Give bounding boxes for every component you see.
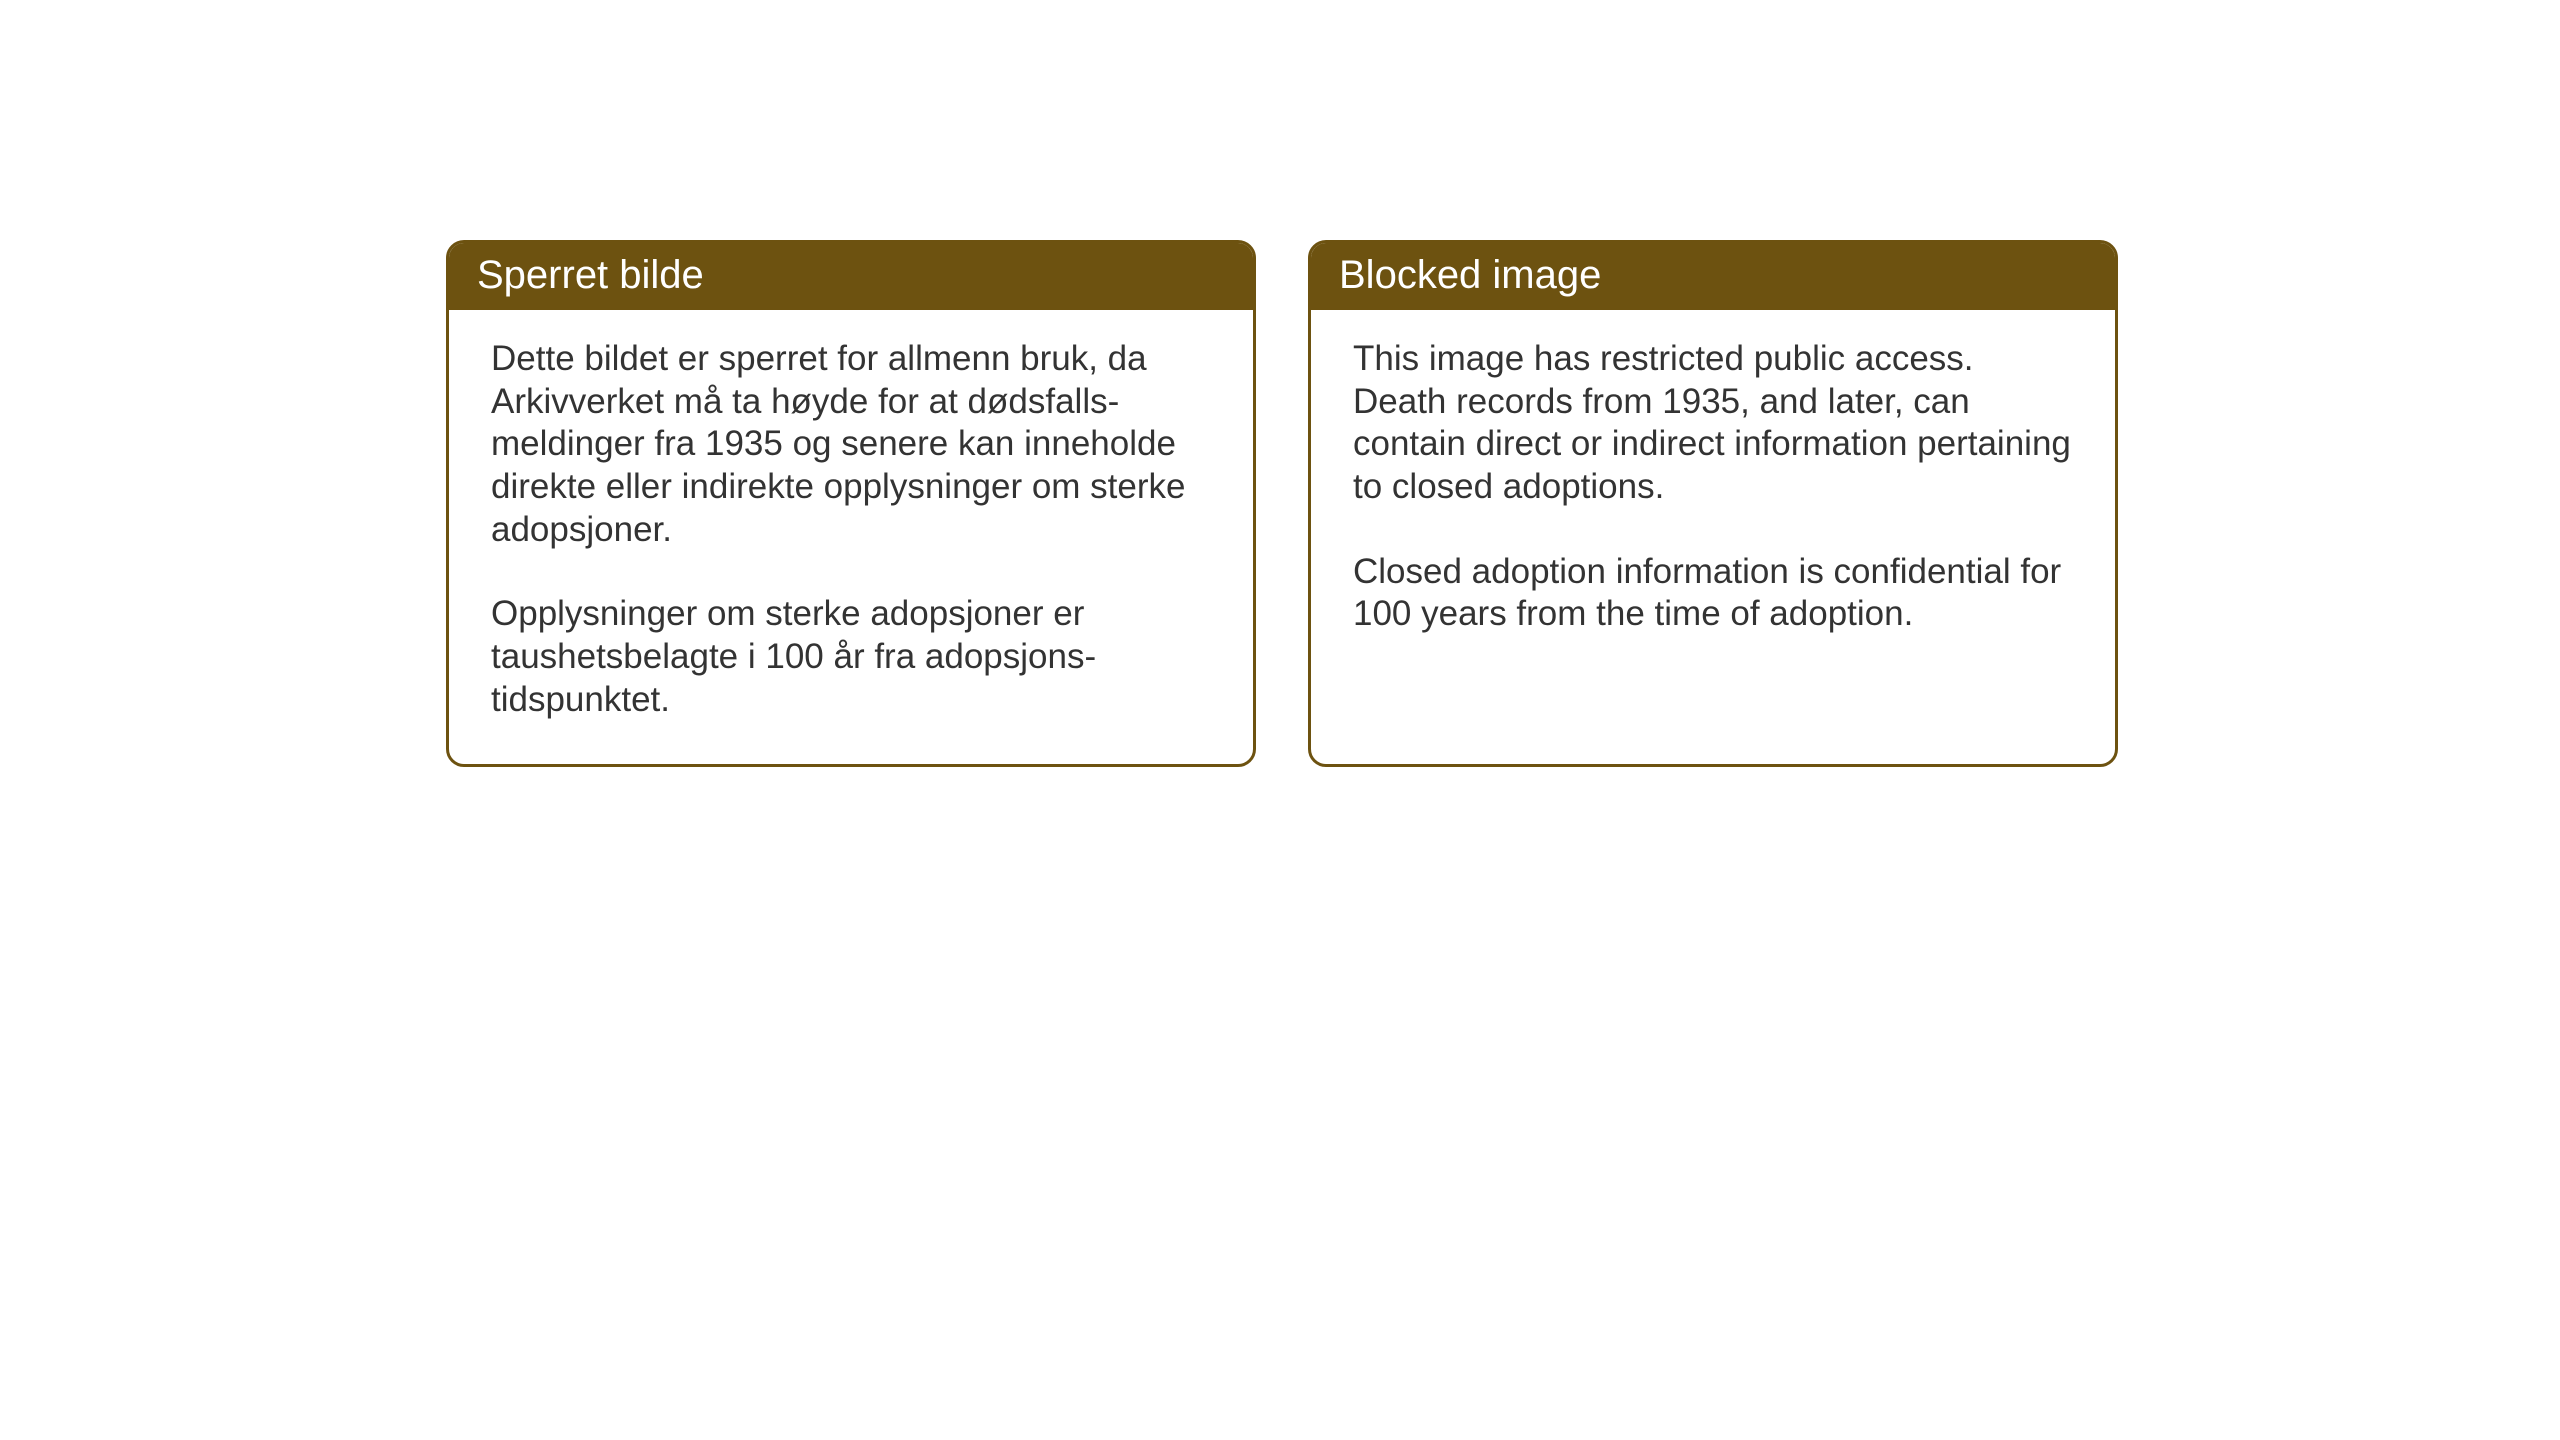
norwegian-paragraph-1: Dette bildet er sperret for allmenn bruk… xyxy=(491,338,1211,551)
norwegian-box-body: Dette bildet er sperret for allmenn bruk… xyxy=(449,310,1253,764)
english-paragraph-2: Closed adoption information is confident… xyxy=(1353,551,2073,636)
english-box-title: Blocked image xyxy=(1311,243,2115,310)
english-box-body: This image has restricted public access.… xyxy=(1311,310,2115,678)
norwegian-paragraph-2: Opplysninger om sterke adopsjoner er tau… xyxy=(491,593,1211,721)
english-notice-box: Blocked image This image has restricted … xyxy=(1308,240,2118,767)
notice-container: Sperret bilde Dette bildet er sperret fo… xyxy=(446,240,2118,767)
norwegian-notice-box: Sperret bilde Dette bildet er sperret fo… xyxy=(446,240,1256,767)
english-paragraph-1: This image has restricted public access.… xyxy=(1353,338,2073,509)
norwegian-box-title: Sperret bilde xyxy=(449,243,1253,310)
